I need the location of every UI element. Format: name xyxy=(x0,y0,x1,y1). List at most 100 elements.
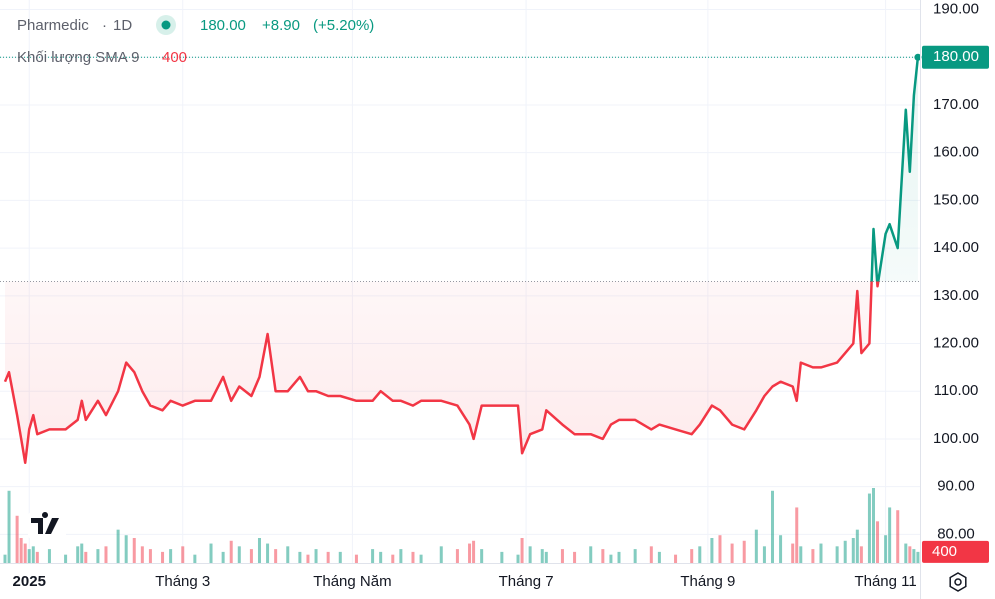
last-price-badge-label: 180.00 xyxy=(933,48,979,65)
volume-bar xyxy=(96,549,100,563)
volume-bar xyxy=(896,510,900,563)
volume-bar xyxy=(528,546,532,563)
volume-bar xyxy=(132,538,136,563)
volume-pane xyxy=(3,488,920,563)
volume-value: 400 xyxy=(162,49,187,66)
volume-bar xyxy=(124,535,128,563)
volume-bar xyxy=(835,546,839,563)
volume-bar xyxy=(229,540,233,563)
axes: 80.00 90.00 100.00 110.00 120.00 130.00 140.00… xyxy=(13,1,989,590)
volume-bar xyxy=(718,535,722,563)
volume-bar xyxy=(799,546,803,563)
volume-bar xyxy=(851,538,855,563)
volume-bar xyxy=(912,549,916,563)
volume-bar xyxy=(209,543,213,563)
volume-bar xyxy=(64,554,68,563)
volume-bar xyxy=(867,493,871,563)
y-tick-label: 150.00 xyxy=(933,191,979,208)
volume-bar xyxy=(161,551,165,563)
volume-bar xyxy=(633,549,637,563)
volume-bar xyxy=(249,549,253,563)
y-tick-label: 100.00 xyxy=(933,430,979,447)
volume-bar xyxy=(843,540,847,563)
y-tick-label: 170.00 xyxy=(933,96,979,113)
volume-bar xyxy=(762,546,766,563)
y-tick-label: 80.00 xyxy=(937,525,975,542)
volume-bar xyxy=(657,551,661,563)
volume-bar xyxy=(730,543,734,563)
volume-bar xyxy=(871,488,875,563)
volume-bar xyxy=(411,551,415,563)
volume-bar xyxy=(419,554,423,563)
settings[interactable] xyxy=(949,572,967,592)
volume-bar xyxy=(888,507,892,563)
x-tick-label: Tháng 3 xyxy=(155,573,210,590)
settings-center[interactable] xyxy=(954,578,962,586)
volume-bar xyxy=(601,549,605,563)
volume-bar xyxy=(855,529,859,563)
volume-bar xyxy=(516,554,520,563)
volume-bar xyxy=(560,549,564,563)
volume-bar xyxy=(116,529,120,563)
volume-bar xyxy=(742,540,746,563)
change: +8.90 xyxy=(262,17,300,34)
volume-bar xyxy=(76,546,80,563)
volume-bar xyxy=(710,538,714,563)
volume-bar xyxy=(31,546,35,563)
volume-bar xyxy=(500,551,504,563)
volume-bar xyxy=(104,546,108,563)
change-pct: (+5.20%) xyxy=(313,17,374,34)
y-tick-label: 90.00 xyxy=(937,478,975,495)
last-price-badge xyxy=(922,45,989,69)
y-tick-label: 110.00 xyxy=(934,382,979,399)
volume-bar xyxy=(771,490,774,563)
volume-bar xyxy=(181,546,185,563)
volume-badge xyxy=(922,540,989,563)
volume-bar xyxy=(314,549,318,563)
volume-bar xyxy=(15,515,19,563)
volume-bar xyxy=(148,549,152,563)
volume-bar xyxy=(391,554,395,563)
x-tick-label: 2025 xyxy=(13,573,46,590)
status-dot xyxy=(161,20,171,30)
volume-bar xyxy=(904,543,908,563)
volume-bar xyxy=(674,554,678,563)
volume-bar xyxy=(439,546,443,563)
x-tick-label: Tháng 11 xyxy=(854,573,916,590)
x-tick-label: Tháng 7 xyxy=(499,573,554,590)
volume-bar xyxy=(811,549,815,563)
volume-bar xyxy=(916,551,920,563)
volume-bar xyxy=(908,546,912,563)
volume-bar xyxy=(221,551,225,563)
volume-bar xyxy=(472,540,476,563)
y-tick-label: 140.00 xyxy=(933,239,979,256)
volume-bar xyxy=(544,551,548,563)
volume-bar xyxy=(480,549,484,563)
volume-bar xyxy=(84,551,88,563)
volume-bar xyxy=(379,551,383,563)
volume-bar xyxy=(876,521,880,563)
volume-bar xyxy=(169,549,173,563)
volume-bar xyxy=(35,551,39,563)
volume-bar xyxy=(326,551,330,563)
separator: · xyxy=(102,17,107,34)
settings-icon[interactable] xyxy=(949,572,967,592)
volume-bar xyxy=(23,543,27,563)
y-tick-label: 130.00 xyxy=(933,287,979,304)
y-tick-label: 160.00 xyxy=(933,144,979,161)
volume-bar xyxy=(468,543,472,563)
price-pane xyxy=(0,53,922,465)
volume-bar xyxy=(791,543,795,563)
last-point xyxy=(914,53,922,61)
volume-bar xyxy=(698,546,702,563)
symbol: Pharmedic xyxy=(17,17,89,34)
volume-bar xyxy=(795,507,799,563)
interval: 1D xyxy=(113,17,132,34)
volume-bar xyxy=(274,549,278,563)
volume-bar xyxy=(540,549,544,563)
volume-name: Khối lượng SMA 9 xyxy=(17,49,139,66)
logo xyxy=(28,512,66,539)
volume-bar xyxy=(140,546,144,563)
volume-bar xyxy=(859,546,863,563)
